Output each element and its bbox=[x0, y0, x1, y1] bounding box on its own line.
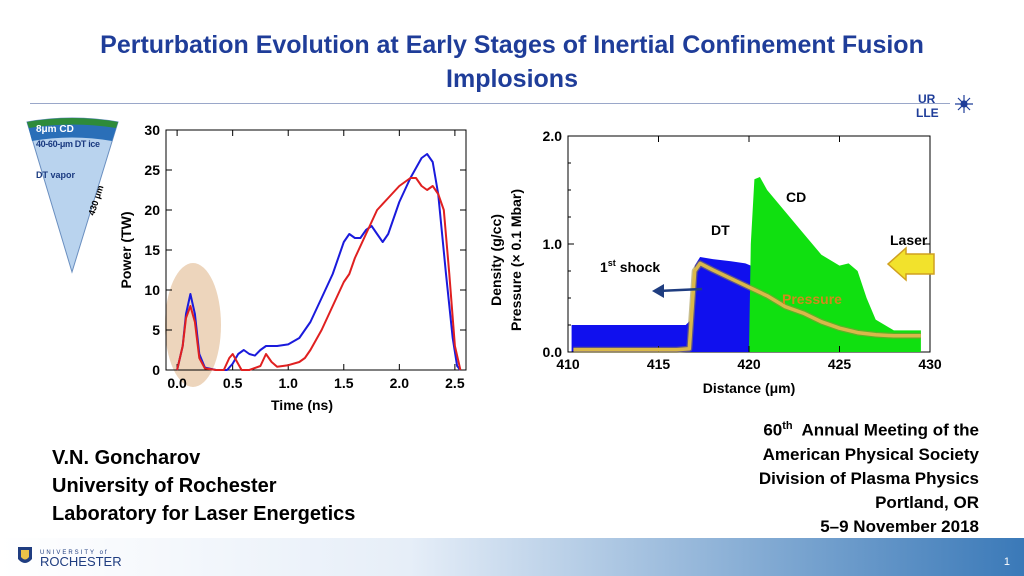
lle-logo-ur: UR bbox=[918, 92, 936, 106]
pressure-line bbox=[573, 261, 921, 352]
target-diagram: 8μm CD 40-60-μm DT ice DT vapor 430 μm bbox=[26, 117, 119, 274]
meeting-line3: Division of Plasma Physics bbox=[758, 468, 979, 488]
laser-arrow-icon bbox=[886, 246, 935, 282]
density-ytick-label: 0.0 bbox=[543, 344, 563, 360]
density-xtick-label: 420 bbox=[737, 356, 761, 372]
power-series bbox=[176, 153, 462, 371]
university-logo-top: UNIVERSITY of bbox=[40, 550, 109, 556]
density-xlabel: Distance (μm) bbox=[703, 380, 796, 396]
label-shock-sup: st bbox=[608, 258, 616, 268]
power-xtick-label: 2.5 bbox=[445, 375, 465, 391]
label-shock-base: 1 bbox=[600, 259, 608, 275]
density-xtick-label: 410 bbox=[556, 356, 580, 372]
power-xtick-label: 1.0 bbox=[278, 375, 298, 391]
density-xtick-label: 430 bbox=[918, 356, 942, 372]
meeting-line5: 5–9 November 2018 bbox=[820, 516, 979, 536]
label-shock-rest: shock bbox=[616, 259, 661, 275]
meeting-ordinal: 60 bbox=[763, 420, 783, 440]
layer-cd-label: 8μm CD bbox=[36, 124, 74, 135]
power-ticks: 0 5 10 15 20 25 30 0.0 0.5 1.0 1.5 2.0 2.5 bbox=[144, 122, 466, 391]
power-xtick-label: 0.0 bbox=[167, 375, 187, 391]
author-lab: Laboratory for Laser Energetics bbox=[52, 503, 356, 525]
label-shock: 1st shock bbox=[600, 258, 660, 275]
power-ylabel: Power (TW) bbox=[118, 212, 134, 289]
pressure-ylabel: Pressure (× 0.1 Mbar) bbox=[508, 189, 524, 331]
slide-title: Perturbation Evolution at Early Stages o… bbox=[100, 31, 924, 93]
density-ytick-label: 1.0 bbox=[543, 236, 563, 252]
meeting-block: 60th Annual Meeting of the American Phys… bbox=[759, 414, 979, 539]
power-xtick-label: 0.5 bbox=[223, 375, 243, 391]
author-affiliation: University of Rochester bbox=[52, 475, 277, 497]
power-xtick-label: 1.5 bbox=[334, 375, 354, 391]
power-series-red-line bbox=[176, 177, 462, 371]
author-block: V.N. Goncharov University of Rochester L… bbox=[52, 444, 355, 528]
power-xlabel: Time (ns) bbox=[271, 397, 333, 413]
lle-logo: UR LLE bbox=[916, 92, 973, 120]
power-ytick-label: 0 bbox=[152, 362, 160, 378]
shock-arrow-icon bbox=[652, 284, 703, 298]
page-number: 1 bbox=[1003, 556, 1010, 568]
author-name: V.N. Goncharov bbox=[52, 447, 201, 469]
label-dt: DT bbox=[711, 222, 730, 238]
density-ylabel: Density (g/cc) bbox=[488, 214, 504, 306]
university-logo-name: ROCHESTER bbox=[40, 554, 122, 569]
layer-vapor-label: DT vapor bbox=[36, 170, 76, 180]
density-ticks: 0.0 1.0 2.0 410 415 420 425 430 bbox=[543, 128, 942, 372]
power-chart: 0 5 10 15 20 25 30 0.0 0.5 1.0 1.5 2.0 2.5 Power (TW… bbox=[118, 122, 467, 413]
power-ytick-label: 15 bbox=[144, 242, 160, 258]
region-dt-area bbox=[571, 257, 751, 352]
meeting-ordinal-suffix: th bbox=[782, 420, 793, 432]
power-ytick-label: 20 bbox=[144, 202, 160, 218]
prepulse-highlight bbox=[165, 263, 221, 387]
density-xtick-label: 415 bbox=[647, 356, 671, 372]
power-ytick-label: 10 bbox=[144, 282, 160, 298]
label-pressure: Pressure bbox=[782, 291, 842, 307]
meeting-line2: American Physical Society bbox=[762, 444, 979, 464]
lle-logo-lle: LLE bbox=[916, 106, 939, 120]
pressure-series bbox=[573, 260, 921, 353]
density-ytick-label: 2.0 bbox=[543, 128, 563, 144]
meeting-line1: 60th Annual Meeting of the bbox=[759, 414, 979, 443]
power-ytick-label: 5 bbox=[152, 322, 160, 338]
layer-ice-label: 40-60-μm DT ice bbox=[36, 139, 100, 149]
density-xtick-label: 425 bbox=[828, 356, 852, 372]
meeting-line1-rest: Annual Meeting of the bbox=[801, 420, 979, 440]
label-cd: CD bbox=[786, 189, 806, 205]
footer-bar bbox=[0, 538, 1024, 576]
title-divider bbox=[30, 103, 950, 104]
power-xtick-label: 2.0 bbox=[390, 375, 410, 391]
university-logo: UNIVERSITY of ROCHESTER bbox=[18, 547, 122, 569]
meeting-line4: Portland, OR bbox=[875, 492, 979, 512]
power-ytick-label: 30 bbox=[144, 122, 160, 138]
label-laser: Laser bbox=[890, 232, 928, 248]
power-ytick-label: 25 bbox=[144, 162, 160, 178]
